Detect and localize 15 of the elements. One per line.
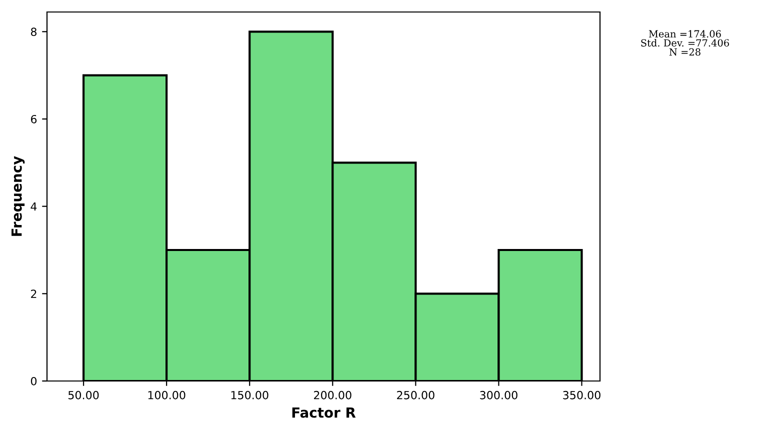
y-tick-label: 6 bbox=[30, 114, 37, 124]
x-axis-title: Factor R bbox=[292, 407, 356, 418]
x-tick-label: 100.00 bbox=[148, 390, 186, 400]
x-tick-label: 150.00 bbox=[231, 390, 268, 400]
x-tick-label: 50.00 bbox=[68, 390, 99, 400]
y-tick-label: 0 bbox=[30, 376, 37, 386]
y-tick-label: 2 bbox=[31, 290, 36, 298]
y-tick-label: 4 bbox=[30, 202, 37, 211]
x-tick-label: 200.00 bbox=[314, 390, 352, 400]
y-tick-label: 8 bbox=[30, 28, 37, 36]
x-tick-label: 350.00 bbox=[563, 390, 600, 400]
x-tick-label: 300.00 bbox=[480, 390, 518, 400]
text: Mean =174.06 Std. Dev. =77.406 N =28 bbox=[641, 30, 729, 56]
y-axis-title: Frequency bbox=[12, 156, 25, 236]
x-tick-label: 250.00 bbox=[397, 390, 434, 400]
